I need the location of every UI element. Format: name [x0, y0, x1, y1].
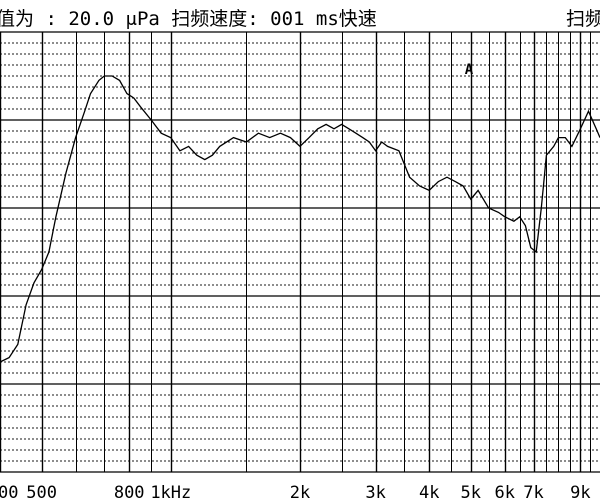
- x-tick-label: 7k: [523, 483, 543, 503]
- x-tick-label: 4k: [419, 483, 439, 503]
- annotation-marker: A: [465, 62, 474, 78]
- header-status-text: 值为 : 20.0 μPa 扫频速度: 001 ms快速: [0, 8, 377, 30]
- x-tick-label: 9k: [570, 483, 590, 503]
- x-tick-label: 500: [26, 483, 57, 503]
- header-right-text: 扫频: [566, 8, 600, 30]
- x-tick-label: 5k: [461, 483, 481, 503]
- x-tick-label: 6k: [495, 483, 515, 503]
- x-tick-label: 1kHz: [150, 483, 191, 503]
- response-curve: [0, 75, 600, 363]
- x-tick-label: 800: [114, 483, 145, 503]
- x-tick-label: 2k: [290, 483, 310, 503]
- x-tick-label: 00: [0, 483, 18, 503]
- x-tick-label: 3k: [365, 483, 385, 503]
